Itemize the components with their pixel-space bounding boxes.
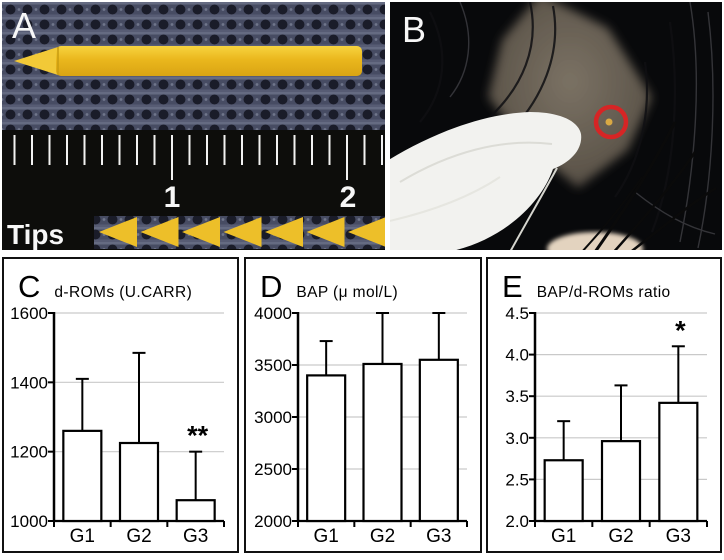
chart-panel-e: 4.5 4.0 3.5 3.0 2.5 2.0 G1 G2 G3 * E BAP/d-ROMs r… (486, 257, 722, 553)
tip-triangle (348, 217, 385, 247)
y-tick-label: 2500 (254, 460, 292, 479)
y-tick-label: 2.0 (505, 512, 529, 531)
panel-a-letter: A (12, 5, 36, 46)
x-category-label: G2 (608, 526, 633, 547)
x-category-label: G2 (126, 526, 151, 547)
glove-finger (390, 112, 582, 250)
bar-g1 (306, 374, 347, 523)
x-category-label: G3 (183, 526, 208, 547)
bar-g3 (658, 401, 699, 523)
panel-a-canvas: 1 2 Tips A (2, 2, 385, 250)
fur-strands-light (449, 2, 716, 249)
ruler-number-2: 2 (340, 181, 357, 214)
x-category-label: G1 (70, 526, 95, 547)
y-tick-label: 1600 (10, 304, 48, 323)
chart-panel-c: 1600 1400 1200 1000 G1 G2 G3 ** C d-ROMs (U.CAR… (2, 257, 239, 553)
panel-b-canvas: B (390, 2, 722, 250)
y-tick-label: 2000 (254, 512, 292, 531)
ruler-number-1: 1 (164, 181, 181, 214)
bar-chart-d-svg: 4000 3500 3000 2500 2000 G1 G2 G3 (254, 304, 468, 547)
bar-g1 (543, 459, 584, 523)
ruler-ticks (13, 135, 383, 180)
chart-c-title: d-ROMs (U.CARR) (54, 284, 193, 301)
bar-chart-c-svg: 1600 1400 1200 1000 G1 G2 G3 ** (10, 304, 225, 547)
tip-triangle (306, 217, 345, 247)
x-category-label: G2 (370, 526, 395, 547)
y-tick-label: 4000 (254, 304, 292, 323)
bar-g2 (118, 441, 160, 523)
crayon-mark-dot (605, 118, 613, 126)
y-tick-label: 1400 (10, 373, 48, 392)
significance-marker: * (675, 315, 686, 345)
y-tick-label: 2.5 (505, 470, 529, 489)
crayon-body (56, 46, 362, 76)
y-tick-label: 1000 (10, 512, 48, 531)
bar-g3 (418, 358, 459, 523)
crayon (14, 46, 362, 76)
y-tick-label: 3.5 (505, 387, 529, 406)
tips-label: Tips (7, 219, 64, 250)
crayon-tip (14, 47, 58, 75)
y-tick-label: 3.0 (505, 429, 529, 448)
tip-triangle (182, 217, 220, 247)
bar-g2 (600, 440, 642, 523)
x-category-label: G1 (313, 526, 338, 547)
x-category-label: G1 (551, 526, 576, 547)
tip-triangle (99, 217, 137, 247)
panel-a-photo: 1 2 Tips A (2, 2, 385, 250)
chart-c-header: C d-ROMs (U.CARR) (18, 271, 192, 302)
x-category-label: G3 (666, 526, 691, 547)
y-tick-label: 1200 (10, 443, 48, 462)
chart-panel-d: 4000 3500 3000 2500 2000 G1 G2 G3 D BAP (μ mol/… (244, 257, 482, 553)
bar-g2 (362, 362, 403, 523)
y-tick-label: 4.0 (505, 346, 529, 365)
x-category-label: G3 (426, 526, 451, 547)
panel-d-letter: D (260, 269, 283, 304)
panel-c-letter: C (18, 269, 41, 304)
tip-triangles (99, 217, 385, 247)
bar-g3 (175, 499, 216, 523)
tip-triangle (223, 217, 262, 247)
tip-triangle (140, 217, 179, 247)
significance-marker: ** (187, 421, 209, 451)
panel-b-letter: B (402, 9, 426, 50)
chart-d-title: BAP (μ mol/L) (296, 284, 399, 301)
bar-chart-e-svg: 4.5 4.0 3.5 3.0 2.5 2.0 G1 G2 G3 * (505, 304, 708, 547)
red-circle-annotation (593, 104, 629, 140)
bar-g1 (62, 429, 103, 523)
chart-d-header: D BAP (μ mol/L) (260, 271, 398, 302)
chart-e-title: BAP/d-ROMs ratio (536, 284, 671, 301)
chart-e-header: E BAP/d-ROMs ratio (502, 271, 671, 302)
panel-b-photo: B (390, 2, 722, 250)
y-tick-label: 4.5 (505, 304, 529, 323)
y-tick-label: 3000 (254, 408, 292, 427)
tip-triangle (265, 217, 303, 247)
panel-e-letter: E (502, 269, 523, 304)
y-tick-label: 3500 (254, 356, 292, 375)
hair-over-glove (582, 121, 717, 250)
